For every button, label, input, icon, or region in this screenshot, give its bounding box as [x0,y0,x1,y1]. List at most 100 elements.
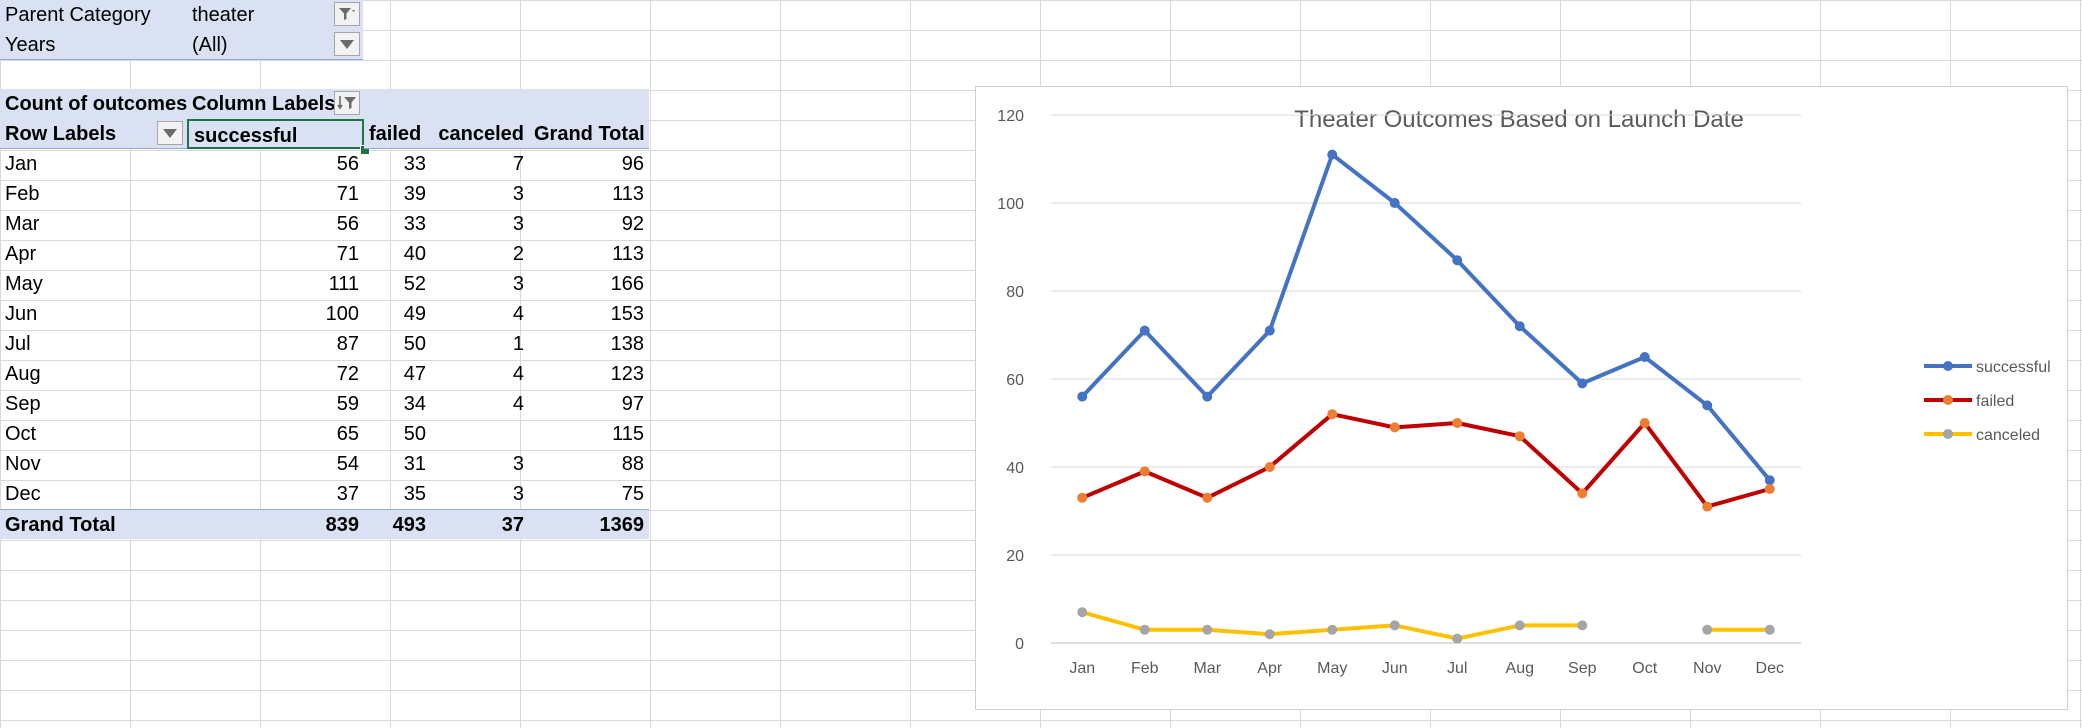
filter-value-years[interactable]: (All) [187,30,363,60]
pivot-value-cell [431,419,529,449]
data-point-successful [1639,352,1650,362]
data-point-failed [1264,462,1275,472]
data-point-successful [1202,391,1213,402]
pivot-value-cell: 33 [403,213,426,235]
data-point-failed [1202,492,1213,503]
pivot-value-cell: 37 [336,483,359,505]
y-tick-label: 80 [1006,284,1024,301]
pivot-value-cell: 1 [512,333,524,355]
dropdown-arrow-icon[interactable] [334,32,360,56]
data-point-failed [1514,431,1525,442]
data-point-canceled [1514,620,1525,631]
data-point-canceled [1327,624,1338,635]
data-point-successful [1514,321,1525,332]
data-point-canceled [1077,607,1088,618]
data-point-failed [1077,492,1088,503]
data-point-canceled [1139,624,1150,635]
data-point-canceled [1264,629,1275,640]
data-point-canceled [1389,620,1400,631]
column-header-successful[interactable]: successful [187,119,364,149]
pivot-value-cell: 75 [621,483,644,505]
pivot-value-cell: 56 [336,213,359,235]
pivot-value-cell: 88 [621,453,644,475]
pivot-value-cell: 52 [403,273,426,295]
data-point-canceled [1702,624,1713,635]
row-labels-header: Row Labels [0,119,187,149]
column-header-failed: failed [364,119,431,149]
pivot-value-cell: 3 [512,483,524,505]
row-label: Sep [5,393,41,415]
pivot-value-cell: 87 [336,333,359,355]
row-label: Jul [5,333,31,355]
row-label: May [5,273,43,295]
y-tick-label: 60 [1006,372,1024,389]
pivot-value-cell: 4 [512,363,524,385]
legend-marker-successful [1943,361,1953,371]
chart-canvas: Theater Outcomes Based on Launch Date 0 2… [997,106,2051,677]
row-label: Jun [5,303,38,325]
pivot-value-cell: 59 [336,393,359,415]
pivot-value-cell: 96 [621,153,644,175]
dropdown-arrow-icon[interactable] [157,121,183,145]
pivot-value-cell: 54 [336,453,359,475]
x-tick-label: Aug [1506,660,1534,677]
data-point-failed [1577,488,1588,499]
grand-total-cell: 493 [364,509,431,539]
filter-label-years: Years [0,30,187,60]
line-chart[interactable]: Theater Outcomes Based on Launch Date 0 2… [975,86,2068,710]
x-tick-label: Oct [1632,660,1657,677]
row-label: Jan [5,153,38,175]
pivot-value-cell: 50 [403,423,426,445]
pivot-value-cell: 153 [610,303,644,325]
data-point-canceled [1452,633,1463,644]
y-tick-label: 0 [1015,636,1024,653]
pivot-value-cell: 113 [612,183,644,205]
y-tick-label: 20 [1006,548,1024,565]
pivot-value-cell: 97 [621,393,644,415]
column-labels-header: Column Labels [187,89,649,119]
data-point-successful [1389,198,1400,208]
data-point-canceled [1764,624,1775,635]
legend-label: canceled [1976,427,2040,444]
x-tick-label: Dec [1756,660,1784,677]
column-header-canceled: canceled [431,119,529,149]
pivot-value-cell: 40 [403,243,426,265]
pivot-value-cell: 166 [610,273,644,295]
series-line-failed [1081,412,1771,509]
pivot-value-cell: 111 [328,273,359,295]
data-point-successful [1702,400,1713,411]
data-point-successful [1577,378,1588,389]
pivot-value-cell: 35 [403,483,426,505]
data-point-failed [1139,466,1150,477]
filter-funnel-icon[interactable] [334,2,360,26]
x-tick-label: Jun [1382,660,1408,677]
row-label: Aug [5,363,41,385]
pivot-value-cell: 47 [403,363,426,385]
pivot-value-cell: 92 [621,213,644,235]
data-point-successful [1452,255,1463,266]
y-tick-label: 120 [997,108,1024,125]
x-tick-label: Jan [1069,660,1095,677]
row-label: Mar [5,213,40,235]
data-point-failed [1327,409,1338,420]
filter-value-parent-category[interactable]: theater [187,0,363,30]
row-label: Dec [5,483,41,505]
filter-label-parent-category: Parent Category [0,0,187,30]
pivot-value-cell: 72 [336,363,359,385]
pivot-value-cell: 56 [336,153,359,175]
pivot-value-cell: 113 [612,243,644,265]
pivot-value-cell: 65 [336,423,359,445]
data-point-successful [1327,149,1338,160]
pivot-value-cell: 49 [403,303,426,325]
sort-filter-icon[interactable] [334,91,360,115]
grand-total-cell: 37 [431,509,529,539]
pivot-value-cell: 3 [512,183,524,205]
data-point-failed [1389,422,1400,433]
data-point-successful [1764,475,1775,486]
row-label: Apr [5,243,37,265]
series-line-canceled [1081,610,1770,641]
legend-label: successful [1976,359,2051,376]
legend-marker-canceled [1943,429,1953,439]
data-point-canceled [1577,620,1588,631]
data-point-failed [1764,484,1775,494]
